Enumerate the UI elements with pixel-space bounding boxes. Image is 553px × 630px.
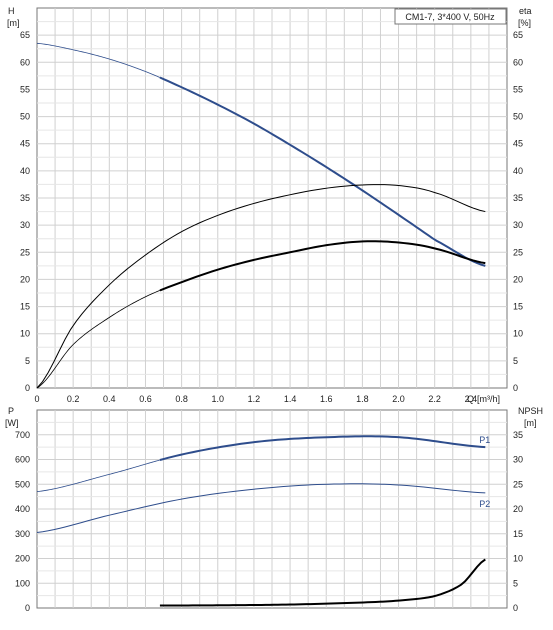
head-line-thin (36, 42, 161, 78)
x-tick-label: 2.2 (428, 394, 441, 404)
x-tick-label: 2.4 (465, 394, 478, 404)
p1-line-thin (36, 459, 161, 493)
right-tick-label: 5 (513, 356, 518, 366)
series-label-p1: P1 (479, 435, 490, 445)
bottom-right-axis-label: NPSH (518, 406, 543, 416)
right-tick-label: 30 (513, 455, 523, 465)
left-tick-label: 0 (25, 383, 30, 393)
left-tick-label: 400 (15, 504, 30, 514)
efficiency-pump-line (36, 184, 486, 389)
bottom-tick-labels: 0 100 200 300 400 500 600 700 0 5 10 15 20 25 30 35 (15, 430, 523, 613)
x-tick-label: 1.2 (248, 394, 261, 404)
x-tick-label: 0 (34, 394, 39, 404)
right-tick-label: 40 (513, 166, 523, 176)
top-left-axis-unit: [m] (7, 18, 20, 28)
left-tick-label: 25 (20, 247, 30, 257)
x-tick-label: 0.6 (139, 394, 152, 404)
bottom-series: P1 P2 (36, 435, 490, 607)
right-tick-label: 60 (513, 57, 523, 67)
right-tick-label: 50 (513, 112, 523, 122)
x-tick-label: 1.8 (356, 394, 369, 404)
left-tick-label: 50 (20, 112, 30, 122)
x-tick-label: 1.6 (320, 394, 333, 404)
left-tick-label: 0 (25, 603, 30, 613)
left-tick-label: 60 (20, 57, 30, 67)
bottom-left-axis-unit: [W] (5, 418, 19, 428)
left-tick-label: 15 (20, 302, 30, 312)
left-tick-label: 600 (15, 455, 30, 465)
right-tick-label: 45 (513, 139, 523, 149)
x-tick-label: 2.0 (392, 394, 405, 404)
right-tick-label: 10 (513, 329, 523, 339)
bottom-right-axis-unit: [m] (524, 418, 537, 428)
left-tick-label: 500 (15, 479, 30, 489)
left-tick-label: 700 (15, 430, 30, 440)
right-tick-label: 15 (513, 302, 523, 312)
left-tick-label: 300 (15, 529, 30, 539)
x-axis-unit: [m³/h] (477, 394, 500, 404)
top-series (36, 42, 486, 389)
top-right-axis-unit: [%] (518, 18, 531, 28)
left-tick-label: 100 (15, 578, 30, 588)
top-tick-labels: 0 5 10 15 20 25 30 35 40 45 50 55 60 65 0 5 10 15 20 25 30 35… (20, 30, 523, 404)
top-chart: 0 5 10 15 20 25 30 35 40 45 50 55 60 65 0 5 10 15 20 25 30 35… (7, 6, 532, 404)
left-tick-label: 200 (15, 554, 30, 564)
left-tick-label: 35 (20, 193, 30, 203)
right-tick-label: 65 (513, 30, 523, 40)
x-axis-label: Q (467, 394, 474, 404)
top-left-axis-label: H (8, 6, 15, 16)
right-tick-label: 20 (513, 274, 523, 284)
series-label-p2: P2 (479, 499, 490, 509)
efficiency-total-line (159, 240, 486, 292)
x-tick-label: 0.2 (67, 394, 80, 404)
chart-title: CM1-7, 3*400 V, 50Hz (405, 12, 495, 22)
right-tick-label: 35 (513, 430, 523, 440)
right-tick-label: 10 (513, 554, 523, 564)
p2-line (36, 483, 486, 534)
top-grid (37, 8, 507, 388)
bottom-left-axis-label: P (8, 406, 14, 416)
left-tick-label: 45 (20, 139, 30, 149)
right-tick-label: 30 (513, 220, 523, 230)
left-tick-label: 20 (20, 274, 30, 284)
right-tick-label: 0 (513, 603, 518, 613)
left-tick-label: 55 (20, 84, 30, 94)
chart-title-box (394, 8, 507, 25)
right-tick-label: 25 (513, 247, 523, 257)
left-tick-label: 40 (20, 166, 30, 176)
right-tick-label: 0 (513, 383, 518, 393)
right-tick-label: 35 (513, 193, 523, 203)
top-right-axis-label: eta (519, 6, 532, 16)
right-tick-label: 5 (513, 578, 518, 588)
x-tick-label: 0.4 (103, 394, 116, 404)
right-tick-label: 55 (513, 84, 523, 94)
right-tick-label: 20 (513, 504, 523, 514)
p1-line (159, 435, 486, 461)
left-tick-label: 5 (25, 356, 30, 366)
npsh-line (159, 558, 486, 607)
efficiency-total-line-thin (36, 290, 161, 389)
head-line (159, 76, 486, 267)
bottom-grid (37, 410, 507, 608)
left-tick-label: 10 (20, 329, 30, 339)
left-tick-label: 65 (20, 30, 30, 40)
x-tick-label: 1.0 (212, 394, 225, 404)
x-tick-label: 1.4 (284, 394, 297, 404)
right-tick-label: 15 (513, 529, 523, 539)
left-tick-label: 30 (20, 220, 30, 230)
right-tick-label: 25 (513, 479, 523, 489)
x-tick-label: 0.8 (175, 394, 188, 404)
